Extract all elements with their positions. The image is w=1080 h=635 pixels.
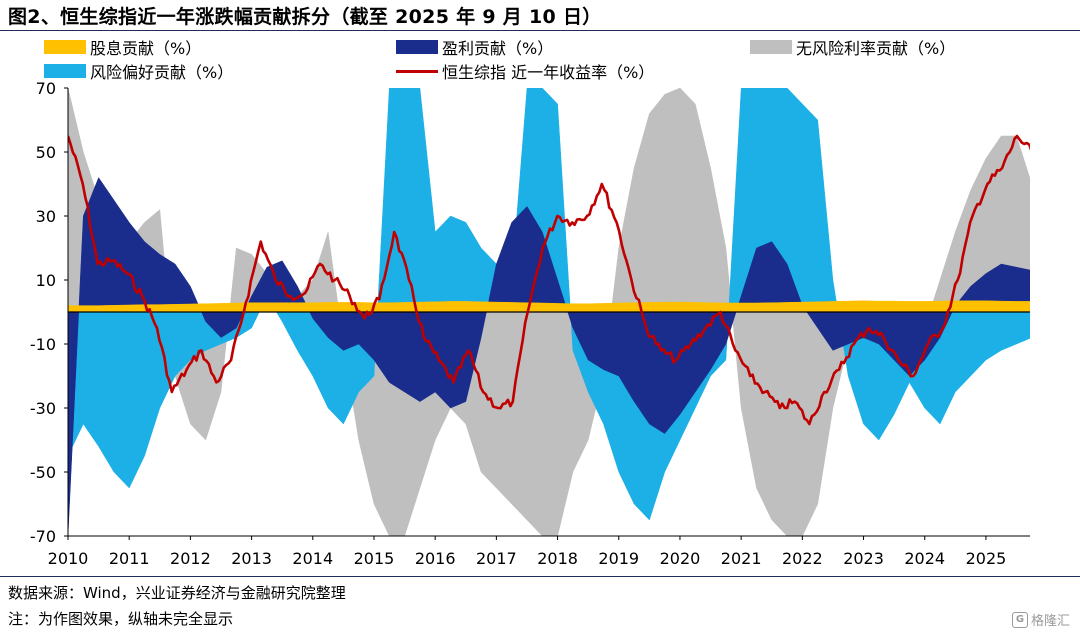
x-tick-label: 2013 [231,549,272,568]
index-return-line [68,134,1030,426]
y-tick-label: -50 [30,463,56,482]
x-tick-label: 2022 [782,549,823,568]
y-tick-label: -70 [30,527,56,546]
y-tick-label: 10 [36,271,56,290]
x-tick-label: 2025 [966,549,1007,568]
title-rule [0,30,1080,31]
legend-label-riskfree: 无风险利率贡献（%） [796,39,956,58]
x-tick-label: 2024 [904,549,945,568]
legend-item-dividend: 股息贡献（%） [44,35,201,59]
legend-swatch-dividend [44,40,86,54]
legend-label-riskappetite: 风险偏好贡献（%） [90,63,234,82]
y-tick-label: -30 [30,399,56,418]
legend-item-earnings: 盈利贡献（%） [396,35,553,59]
chart-title: 图2、恒生综指近一年涨跌幅贡献拆分（截至 2025 年 9 月 10 日） [8,6,602,28]
x-tick-label: 2018 [537,549,578,568]
legend-item-riskappetite: 风险偏好贡献（%） [44,59,233,83]
legend-label-index-return: 恒生综指 近一年收益率（%） [442,63,655,82]
x-tick-label: 2016 [415,549,456,568]
x-tick-label: 2017 [476,549,517,568]
x-tick-label: 2010 [48,549,89,568]
x-tick-label: 2021 [721,549,762,568]
y-tick-label: -10 [30,335,56,354]
legend-label-dividend: 股息贡献（%） [90,39,202,58]
x-tick-label: 2015 [354,549,395,568]
x-tick-label: 2012 [170,549,211,568]
watermark-text: 格隆汇 [1030,614,1070,629]
legend-label-earnings: 盈利贡献（%） [442,39,554,58]
source-note: 数据来源：Wind，兴业证券经济与金融研究院整理 [8,584,346,602]
legend: 股息贡献（%） 盈利贡献（%） 无风险利率贡献（%） 风险偏好贡献（%） 恒生综… [44,35,1044,83]
x-tick-label: 2019 [598,549,639,568]
watermark-icon: G [1011,611,1028,628]
x-tick-label: 2023 [843,549,884,568]
chart-plot: 70 50 30 10 -10 -30 -50 -70 2010 2011 2012 2013 2014… [30,79,1030,568]
y-tick-label: 30 [36,207,56,226]
legend-swatch-earnings [396,40,438,54]
y-tick-label: 70 [36,79,56,98]
legend-item-riskfree: 无风险利率贡献（%） [750,35,955,59]
footnote: 注：为作图效果，纵轴未完全显示 [8,610,234,628]
plot-area [68,88,1030,536]
legend-swatch-index-return [396,69,438,73]
legend-swatch-riskfree [750,40,792,54]
x-tick-label: 2011 [109,549,150,568]
earnings-area [68,177,1030,536]
footer-rule [0,576,1080,577]
x-tick-label: 2014 [292,549,333,568]
dividend-area [68,300,1030,313]
legend-item-index-return: 恒生综指 近一年收益率（%） [396,59,654,83]
x-tick-label: 2020 [660,549,701,568]
watermark-logo: G 格隆汇 [1011,610,1070,629]
y-tick-label: 50 [36,143,56,162]
legend-swatch-riskappetite [44,64,86,78]
